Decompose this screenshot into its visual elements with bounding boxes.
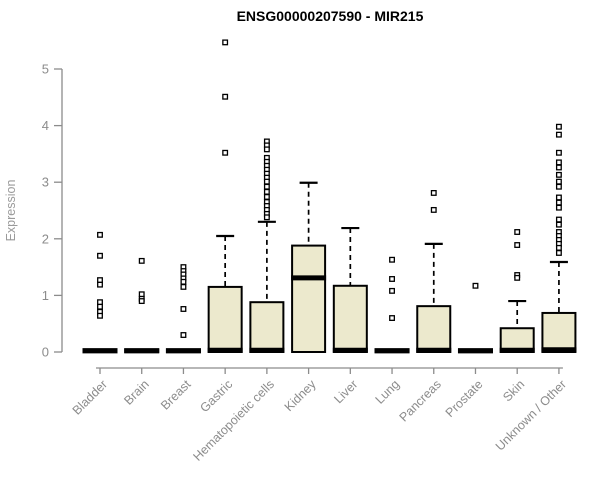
y-axis-title: Expression — [4, 180, 18, 242]
box-rect — [207, 285, 243, 353]
outlier-point — [514, 229, 521, 235]
box-rect — [249, 301, 285, 353]
outlier-point — [472, 282, 479, 289]
outlier-point — [263, 193, 270, 200]
outlier-point — [180, 332, 187, 338]
outlier-point — [555, 123, 562, 130]
outlier-point — [555, 171, 562, 178]
outlier-point — [555, 164, 562, 171]
boxplot-skin — [499, 229, 535, 353]
outlier-point — [180, 278, 187, 285]
y-tick-label: 3 — [42, 175, 49, 190]
outlier-point — [430, 206, 437, 213]
outlier-point — [222, 39, 229, 46]
outlier-point — [263, 178, 270, 185]
outlier-point — [263, 188, 270, 195]
outlier-point — [555, 194, 562, 201]
outlier-point — [389, 315, 395, 321]
outlier-point — [222, 93, 229, 100]
x-tick-label-skin: Skin — [500, 377, 527, 404]
outlier-point — [263, 183, 270, 190]
outlier-point — [389, 276, 395, 282]
outlier-point — [97, 252, 103, 259]
y-tick-label: 4 — [42, 118, 49, 133]
outlier-point — [555, 131, 562, 138]
outlier-point — [555, 199, 562, 206]
boxplot-lung — [374, 256, 410, 354]
outlier-point — [555, 183, 562, 190]
outlier-point — [430, 190, 437, 196]
boxplot-bladder — [82, 231, 118, 354]
boxplot-hematopoietic-cells — [249, 138, 285, 353]
outlier-point — [389, 287, 395, 294]
x-tick-label-unknown-other: Unknown / Other — [493, 377, 569, 453]
outlier-point — [514, 242, 521, 248]
x-tick-label-kidney: Kidney — [282, 377, 319, 414]
outlier-point — [180, 306, 187, 312]
outlier-point — [514, 274, 521, 281]
x-tick-label-prostate: Prostate — [443, 377, 486, 420]
box-rect — [291, 244, 327, 353]
outlier-point — [389, 256, 395, 263]
chart-title: ENSG00000207590 - MIR215 — [236, 8, 424, 24]
box-rect — [416, 305, 452, 353]
outlier-point — [97, 281, 103, 288]
outlier-point — [138, 298, 145, 305]
outlier-point — [97, 231, 103, 238]
outlier-point — [138, 257, 145, 264]
boxplot-breast — [165, 264, 201, 354]
outlier-point — [555, 204, 562, 211]
outlier-point — [97, 312, 103, 319]
box-rect — [541, 311, 577, 354]
outlier-point — [555, 159, 562, 166]
x-tick-label-bladder: Bladder — [70, 377, 110, 417]
x-tick-label-gastric: Gastric — [197, 377, 235, 415]
boxplot-brain — [124, 257, 160, 354]
y-tick-label: 2 — [42, 231, 49, 246]
y-tick-label: 1 — [42, 288, 49, 303]
outlier-point — [555, 221, 562, 228]
x-tick-label-lung: Lung — [373, 377, 403, 407]
x-tick-label-brain: Brain — [121, 377, 152, 408]
boxplot-prostate — [457, 282, 493, 354]
x-tick-label-breast: Breast — [158, 377, 194, 413]
outlier-point — [555, 249, 562, 256]
x-tick-label-liver: Liver — [331, 377, 360, 406]
outlier-point — [263, 146, 270, 153]
y-tick-label: 0 — [42, 345, 49, 360]
y-axis: 0 1 2 3 4 5 Expression — [4, 62, 63, 360]
outlier-point — [555, 244, 562, 251]
boxplot-liver — [332, 226, 368, 354]
boxplot-unknown-other — [541, 123, 577, 354]
y-tick-label: 5 — [42, 62, 49, 77]
outlier-point — [97, 303, 103, 310]
x-tick-label-hematopoietic-cells: Hematopoietic cells — [190, 377, 277, 464]
outlier-point — [555, 178, 562, 185]
outlier-point — [222, 149, 229, 156]
x-tick-label-pancreas: Pancreas — [397, 377, 444, 424]
outlier-point — [180, 283, 187, 290]
boxplot-gastric — [207, 39, 243, 353]
outlier-point — [263, 214, 270, 221]
boxplot-pancreas — [416, 190, 452, 353]
outlier-point — [555, 216, 562, 223]
boxplot-kidney — [291, 181, 327, 353]
outlier-point — [555, 149, 562, 156]
box-rect — [332, 284, 368, 354]
